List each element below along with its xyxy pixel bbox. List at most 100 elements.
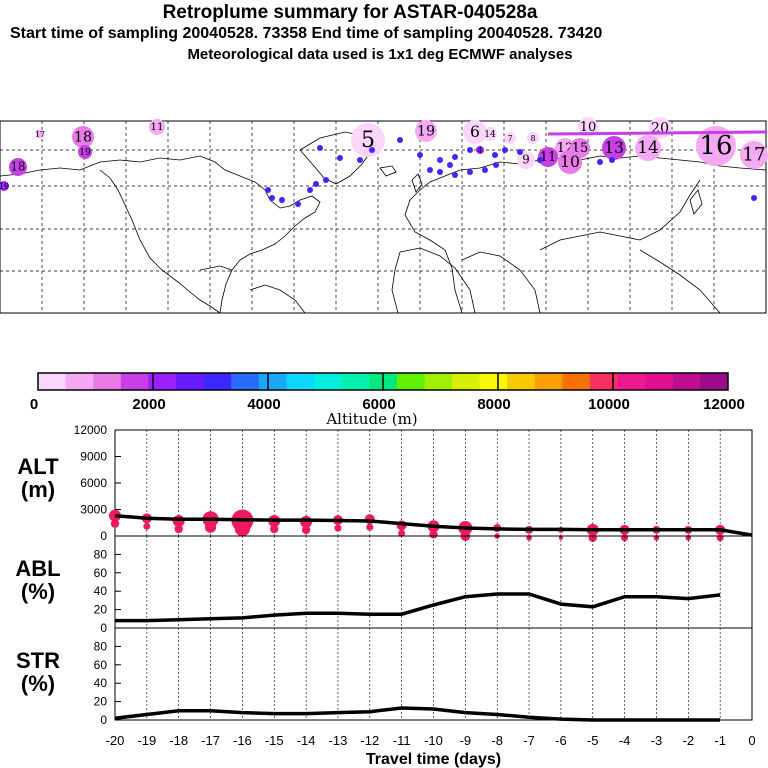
plume-dot	[437, 169, 443, 175]
panel-abl: 0 20 40 60 80 ABL(%)	[15, 535, 753, 635]
x-tick-label: -6	[555, 733, 567, 748]
plume-marker-label: 10	[560, 153, 580, 171]
plume-marker	[476, 146, 484, 154]
alt-dot	[174, 524, 183, 534]
plume-marker	[0, 181, 9, 191]
colorbar-swatch	[38, 373, 67, 390]
plume-dot	[537, 157, 543, 163]
plume-dot	[295, 201, 301, 207]
plume-dot	[369, 147, 375, 153]
plume-marker-label: 17	[35, 130, 45, 139]
plume-marker-label: 19	[417, 123, 435, 139]
plume-dot	[397, 137, 403, 143]
y-tick-label: 3000	[80, 503, 107, 517]
plume-dot	[452, 172, 458, 178]
y-tick-label: 40	[94, 584, 108, 598]
colorbar-swatch	[424, 373, 453, 390]
plume-marker	[78, 145, 92, 159]
plume-marker	[149, 119, 165, 135]
plume-marker	[9, 158, 27, 176]
colorbar-tick-label: 4000	[247, 396, 280, 413]
plume-marker	[463, 120, 487, 144]
x-tick-label: -9	[460, 733, 472, 748]
plume-dot	[517, 149, 523, 155]
colorbar-swatch	[479, 373, 508, 390]
y-tick-label: 0	[100, 621, 107, 635]
plume-dot	[317, 145, 323, 151]
alt-dot	[143, 522, 151, 530]
colorbar-swatch	[452, 373, 481, 390]
colorbar-label: Altitude (m)	[325, 410, 417, 428]
y-tick-label: 0	[100, 529, 107, 543]
x-tick-label: -15	[265, 733, 284, 748]
colorbar-swatch	[93, 373, 122, 390]
y-axis-label: STR	[16, 648, 60, 673]
colorbar-swatch	[231, 373, 260, 390]
plume-marker-label: 16	[699, 131, 732, 161]
plume-dot	[482, 167, 488, 173]
plume-marker-label: 14	[484, 130, 496, 140]
plume-marker	[517, 151, 535, 169]
plume-dot	[437, 157, 443, 163]
chart-title: Retroplume summary for ASTAR-040528a	[162, 2, 538, 23]
x-tick-label: -14	[297, 733, 316, 748]
panel-alt: 0 3000 6000 9000 12000 ALT(m)	[17, 423, 753, 543]
alt-dot	[109, 509, 121, 522]
y-tick-label: 6000	[80, 476, 107, 490]
colorbar-ticks: 0 2000 4000 6000 8000 10000 12000	[30, 396, 745, 413]
y-tick-label: 80	[94, 639, 108, 653]
plume-dot	[492, 152, 498, 158]
colorbar-swatch	[534, 373, 563, 390]
plume-dot	[452, 154, 458, 160]
x-tick-label: -16	[233, 733, 252, 748]
colorbar-swatch	[645, 373, 674, 390]
sampling-times: Start time of sampling 20040528. 73358 E…	[10, 25, 603, 42]
plume-marker-label: 10	[580, 120, 597, 135]
colorbar-swatch	[258, 373, 287, 390]
colorbar-tick-label: 2000	[132, 396, 165, 413]
plume-dot	[493, 162, 499, 168]
x-tick-label: -13	[329, 733, 348, 748]
plume-marker-label: 6	[470, 123, 480, 141]
alt-dot	[204, 521, 217, 533]
plume-marker-label: 4	[477, 146, 482, 155]
plume-marker-label: 11	[150, 121, 163, 133]
plume-marker-label: 18	[74, 129, 92, 145]
x-tick-label: -8	[491, 733, 503, 748]
x-tick-label: -20	[106, 733, 125, 748]
colorbar-tick-label: 6000	[362, 396, 395, 413]
alt-dot	[234, 520, 251, 537]
y-tick-label: 0	[100, 713, 107, 727]
plume-dot	[751, 195, 757, 201]
plume-trajectory-line	[547, 130, 767, 136]
y-axis-label: (%)	[21, 579, 55, 604]
colorbar-swatch	[314, 373, 343, 390]
plume-dot	[337, 155, 343, 161]
colorbar-swatch	[562, 373, 591, 390]
plume-marker	[602, 136, 626, 160]
plume-dot	[357, 157, 363, 163]
alt-dot	[398, 529, 406, 537]
plume-marker-label: 7	[507, 134, 512, 143]
plume-dot	[597, 159, 603, 165]
y-tick-label: 9000	[80, 450, 107, 464]
colorbar-swatch	[148, 373, 177, 390]
plume-marker	[351, 123, 385, 157]
colorbar-swatch	[700, 373, 729, 390]
plume-marker-label: 11	[540, 150, 557, 165]
plume-dot	[323, 177, 329, 183]
plume-dot	[269, 195, 275, 201]
colorbar-tick-label: 10000	[588, 396, 630, 413]
x-tick-label: -7	[523, 733, 535, 748]
x-tick-label: -4	[619, 733, 631, 748]
plume-marker	[578, 117, 598, 137]
plume-dot	[427, 167, 433, 173]
plume-marker	[558, 150, 582, 174]
colorbar-swatch	[176, 373, 205, 390]
plume-marker-label: 8	[530, 134, 535, 143]
plume-marker	[415, 120, 437, 142]
plume-marker-label: 18	[11, 160, 26, 174]
